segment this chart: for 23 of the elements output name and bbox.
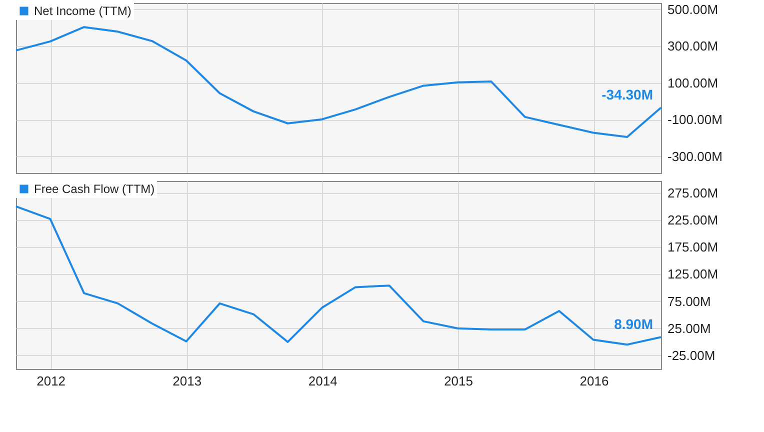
legend-label: Free Cash Flow (TTM) xyxy=(34,182,155,196)
y-tick-label: 300.00M xyxy=(668,38,718,54)
line-series xyxy=(15,205,662,346)
x-tick-label: 2015 xyxy=(444,374,473,388)
y-tick-label: 500.00M xyxy=(668,2,718,17)
y-tick-label: 25.00M xyxy=(668,320,711,336)
x-tick-label: 2014 xyxy=(308,374,338,388)
x-tick-label: 2012 xyxy=(36,374,66,388)
y-tick-label: 175.00M xyxy=(668,240,718,255)
data-label: 8.90M xyxy=(614,316,653,332)
x-tick-label: 2016 xyxy=(580,374,609,388)
legend-label: Net Income (TTM) xyxy=(34,4,132,18)
y-tick-label: 125.00M xyxy=(668,266,718,282)
y-tick-label: -100.00M xyxy=(668,112,722,128)
y-tick-label: 100.00M xyxy=(668,75,718,90)
data-label: -34.30M xyxy=(602,86,653,103)
y-tick-label: 275.00M xyxy=(668,185,718,200)
y-tick-label: 225.00M xyxy=(668,212,718,228)
y-tick-label: -300.00M xyxy=(668,148,722,164)
y-tick-label: -25.00M xyxy=(668,348,716,363)
line-series xyxy=(15,26,662,138)
y-tick-label: 75.00M xyxy=(668,294,711,309)
x-tick-label: 2013 xyxy=(172,374,202,388)
